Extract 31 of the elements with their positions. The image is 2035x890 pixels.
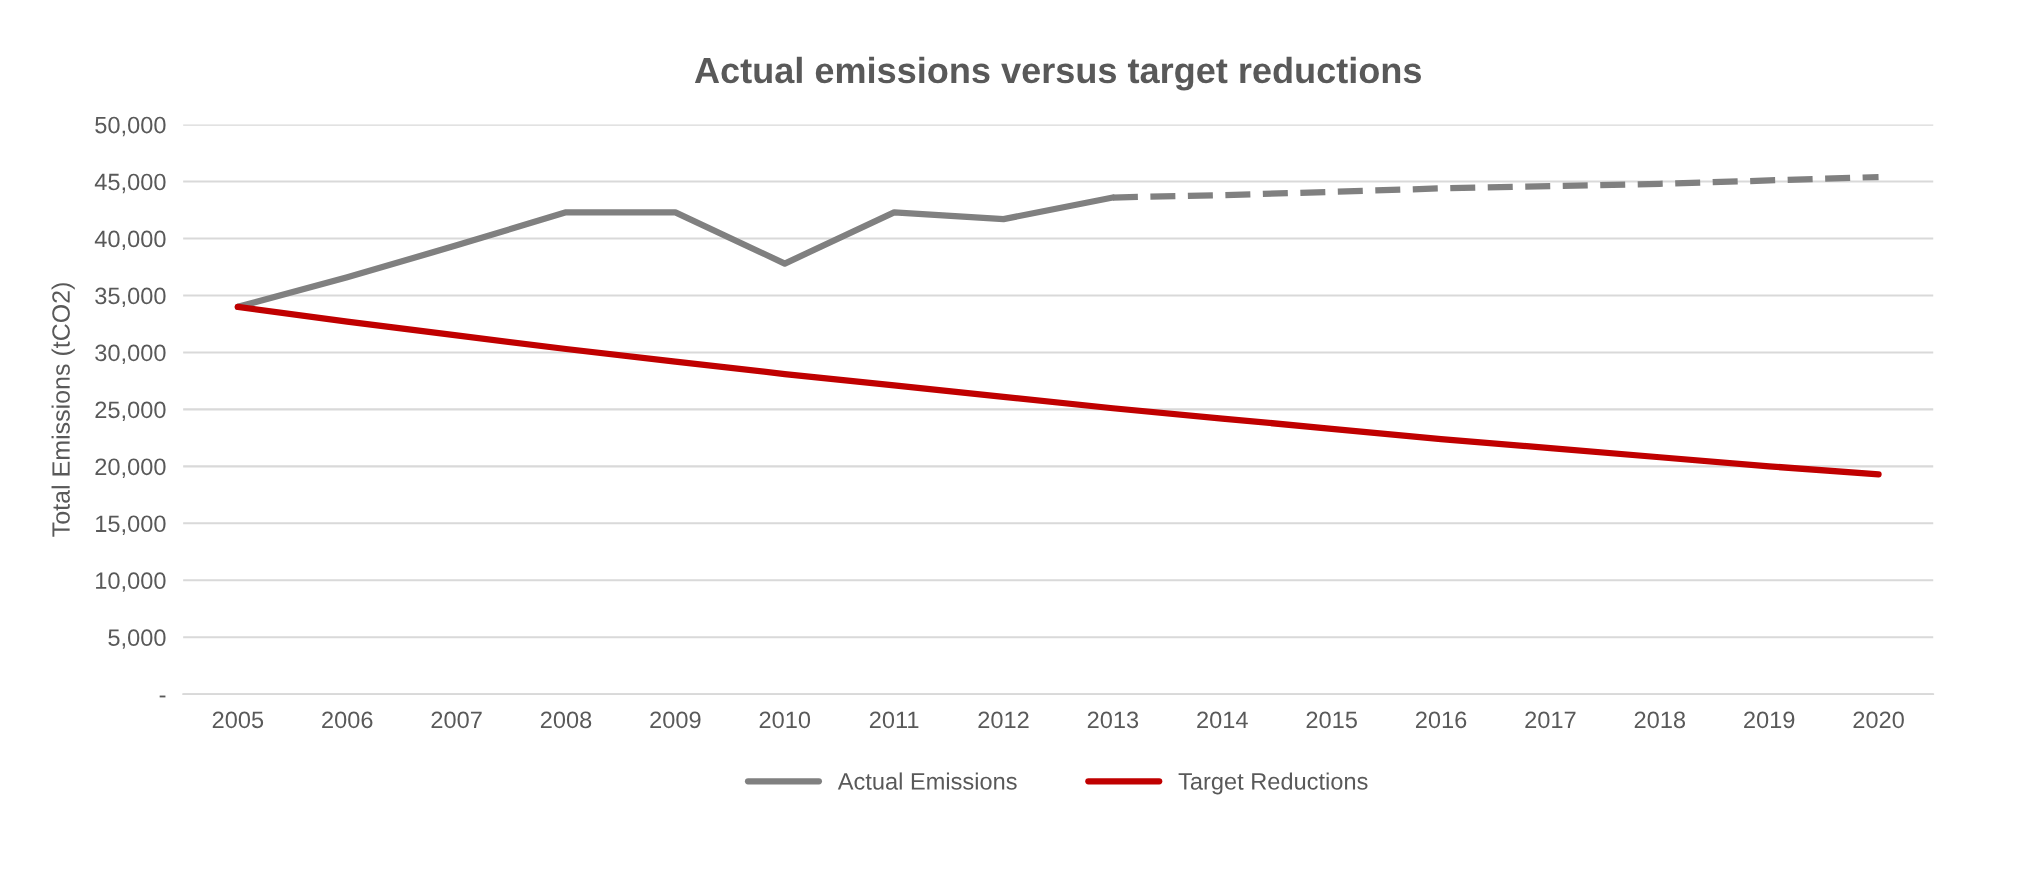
- x-tick-label: 2013: [1087, 711, 1139, 729]
- y-tick-label: 50,000: [95, 116, 166, 137]
- y-tick-label: 20,000: [95, 458, 166, 478]
- y-tick-label: 30,000: [95, 344, 166, 365]
- legend-label: Actual Emissions: [837, 772, 1017, 790]
- y-tick-label: 35,000: [95, 287, 166, 308]
- x-tick-label: 2008: [540, 711, 592, 729]
- x-tick-label: 2020: [1853, 711, 1904, 729]
- chart-title: Actual emissions versus target reductions: [694, 56, 1421, 91]
- x-tick-label: 2009: [650, 711, 701, 729]
- x-tick-label: 2016: [1415, 711, 1467, 729]
- y-tick-label: 25,000: [95, 401, 166, 421]
- x-tick-label: 2015: [1306, 711, 1357, 729]
- x-tick-label: 2012: [978, 711, 1029, 729]
- x-tick-label: 2010: [759, 711, 811, 729]
- x-tick-label: 2017: [1525, 711, 1576, 729]
- y-tick-label: 15,000: [96, 515, 166, 535]
- x-tick-label: 2014: [1197, 711, 1248, 729]
- x-tick-label: 2006: [322, 711, 373, 729]
- y-tick-label: 5,000: [108, 629, 166, 649]
- x-tick-label: 2019: [1744, 711, 1795, 729]
- y-tick-label: 45,000: [94, 173, 166, 194]
- x-tick-label: 2007: [431, 711, 482, 729]
- x-tick-label: 2005: [212, 711, 264, 729]
- x-tick-label: 2018: [1634, 711, 1686, 729]
- x-tick-label: 2011: [869, 711, 919, 729]
- legend-label: Target Reductions: [1178, 772, 1368, 795]
- y-tick-label: -: [159, 695, 166, 698]
- y-axis-title: Total Emissions (tCO2): [51, 283, 75, 537]
- y-tick-label: 10,000: [96, 572, 166, 592]
- y-tick-label: 40,000: [94, 230, 166, 251]
